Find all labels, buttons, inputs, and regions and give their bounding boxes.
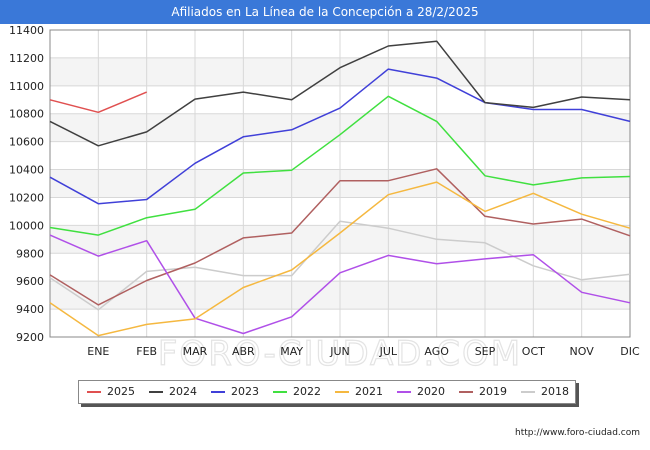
y-tick-label: 10600 bbox=[9, 136, 44, 149]
legend-label: 2023 bbox=[231, 385, 259, 398]
legend-label: 2020 bbox=[417, 385, 445, 398]
series-line-2025 bbox=[49, 91, 147, 114]
x-axis: ENE FEB MAR ABR MAY JUN JUL AGO SEP OCT NOV DIC bbox=[87, 345, 640, 358]
y-tick-label: 9200 bbox=[16, 331, 44, 344]
x-tick-label: DIC bbox=[620, 345, 640, 358]
series-line-2018 bbox=[49, 220, 631, 311]
x-tick-label: MAR bbox=[183, 345, 208, 358]
series-line-2024 bbox=[49, 40, 631, 147]
y-tick-label: 10800 bbox=[9, 108, 44, 121]
legend: 2025 2024 2023 2022 2021 2020 2019 2018 bbox=[78, 380, 576, 404]
x-tick-label: JUN bbox=[329, 345, 350, 358]
legend-swatch bbox=[335, 391, 349, 393]
y-tick-label: 9600 bbox=[16, 275, 44, 288]
legend-swatch bbox=[459, 391, 473, 393]
grid bbox=[49, 29, 631, 338]
legend-swatch bbox=[211, 391, 225, 393]
y-tick-label: 9800 bbox=[16, 247, 44, 260]
legend-swatch bbox=[521, 391, 535, 393]
legend-swatch bbox=[87, 391, 101, 393]
y-tick-label: 11000 bbox=[9, 80, 44, 93]
y-tick-label: 10400 bbox=[9, 164, 44, 177]
series-line-2023 bbox=[49, 68, 631, 205]
legend-swatch bbox=[149, 391, 163, 393]
legend-label: 2018 bbox=[541, 385, 569, 398]
legend-label: 2024 bbox=[169, 385, 197, 398]
x-tick-label: MAY bbox=[280, 345, 303, 358]
legend-swatch bbox=[397, 391, 411, 393]
chart-title: Afiliados en La Línea de la Concepción a… bbox=[171, 5, 479, 19]
plot-frame bbox=[49, 29, 631, 338]
y-axis: 9200 9400 9600 9800 10000 10200 10400 10600 1080… bbox=[9, 24, 44, 344]
legend-label: 2021 bbox=[355, 385, 383, 398]
legend-swatch bbox=[273, 391, 287, 393]
series-line-2022 bbox=[49, 95, 631, 236]
series-line-2019 bbox=[49, 168, 631, 306]
x-tick-label: NOV bbox=[570, 345, 595, 358]
x-tick-label: FEB bbox=[136, 345, 157, 358]
y-tick-label: 11200 bbox=[9, 52, 44, 65]
source-url[interactable]: http://www.foro-ciudad.com bbox=[515, 428, 640, 438]
series-layer bbox=[49, 40, 631, 337]
x-tick-label: AGO bbox=[424, 345, 449, 358]
y-tick-label: 10200 bbox=[9, 191, 44, 204]
y-tick-label: 10000 bbox=[9, 219, 44, 232]
x-tick-label: SEP bbox=[475, 345, 496, 358]
x-tick-label: JUL bbox=[379, 345, 398, 358]
series-line-2020 bbox=[49, 234, 631, 335]
x-tick-label: ABR bbox=[232, 345, 255, 358]
legend-label: 2019 bbox=[479, 385, 507, 398]
watermark: FORO-CIUDAD.COM bbox=[158, 334, 522, 374]
x-tick-label: ENE bbox=[87, 345, 109, 358]
x-tick-label: OCT bbox=[522, 345, 545, 358]
series-line-2021 bbox=[49, 181, 631, 337]
legend-label: 2022 bbox=[293, 385, 321, 398]
legend-label: 2025 bbox=[107, 385, 135, 398]
title-bar: Afiliados en La Línea de la Concepción a… bbox=[0, 0, 650, 24]
y-tick-label: 9400 bbox=[16, 303, 44, 316]
y-tick-label: 11400 bbox=[9, 24, 44, 37]
